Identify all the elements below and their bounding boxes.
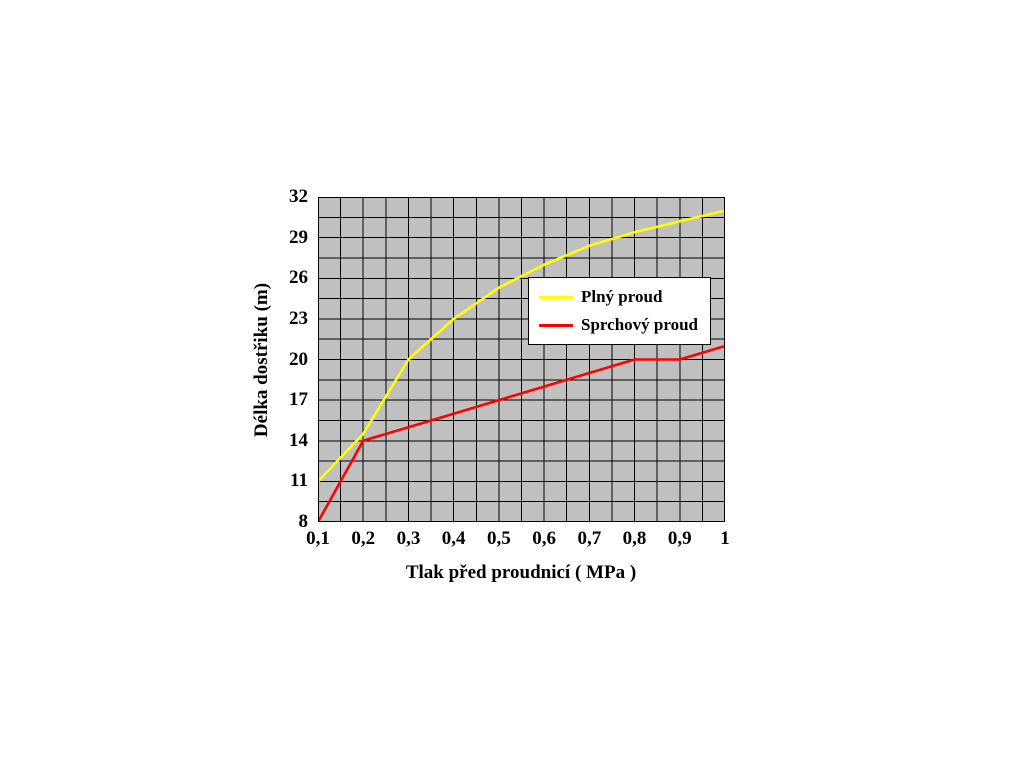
plot-area bbox=[318, 197, 725, 522]
x-tick-label: 1 bbox=[720, 528, 730, 549]
legend-line-swatch bbox=[539, 323, 573, 327]
y-tick-label: 20 bbox=[289, 348, 308, 370]
x-tick-label: 0,2 bbox=[351, 528, 376, 549]
x-axis-title: Tlak před proudnicí ( MPa ) bbox=[405, 562, 637, 583]
series-line-1 bbox=[318, 344, 725, 522]
y-tick-label: 26 bbox=[289, 267, 308, 289]
legend-item-1: Sprchový proud bbox=[539, 315, 698, 335]
legend-label: Plný proud bbox=[581, 287, 663, 306]
y-tick-label: 29 bbox=[289, 226, 308, 248]
y-tick-label: 17 bbox=[289, 389, 308, 411]
x-tick-label: 0,1 bbox=[306, 528, 330, 549]
x-tick-label: 0,5 bbox=[487, 528, 511, 549]
legend-label: Sprchový proud bbox=[581, 315, 698, 334]
legend-line-swatch bbox=[539, 295, 573, 299]
legend: Plný proud Sprchový proud bbox=[528, 277, 711, 345]
x-tick-label: 0,4 bbox=[441, 528, 466, 549]
x-tick-label: 0,9 bbox=[667, 528, 692, 549]
x-tick-label: 0,7 bbox=[577, 528, 602, 549]
legend-item-0: Plný proud bbox=[539, 287, 698, 307]
y-tick-label: 8 bbox=[298, 511, 309, 532]
x-tick-label: 0,8 bbox=[622, 528, 647, 549]
y-tick-label: 23 bbox=[289, 307, 308, 329]
y-tick-label: 32 bbox=[289, 186, 308, 207]
y-tick-label: 11 bbox=[290, 470, 308, 492]
x-tick-label: 0,3 bbox=[396, 528, 421, 549]
series-line-0 bbox=[318, 209, 725, 483]
plot-border bbox=[318, 197, 725, 522]
x-tick-label: 0,6 bbox=[532, 528, 556, 549]
y-tick-label: 14 bbox=[289, 429, 308, 451]
